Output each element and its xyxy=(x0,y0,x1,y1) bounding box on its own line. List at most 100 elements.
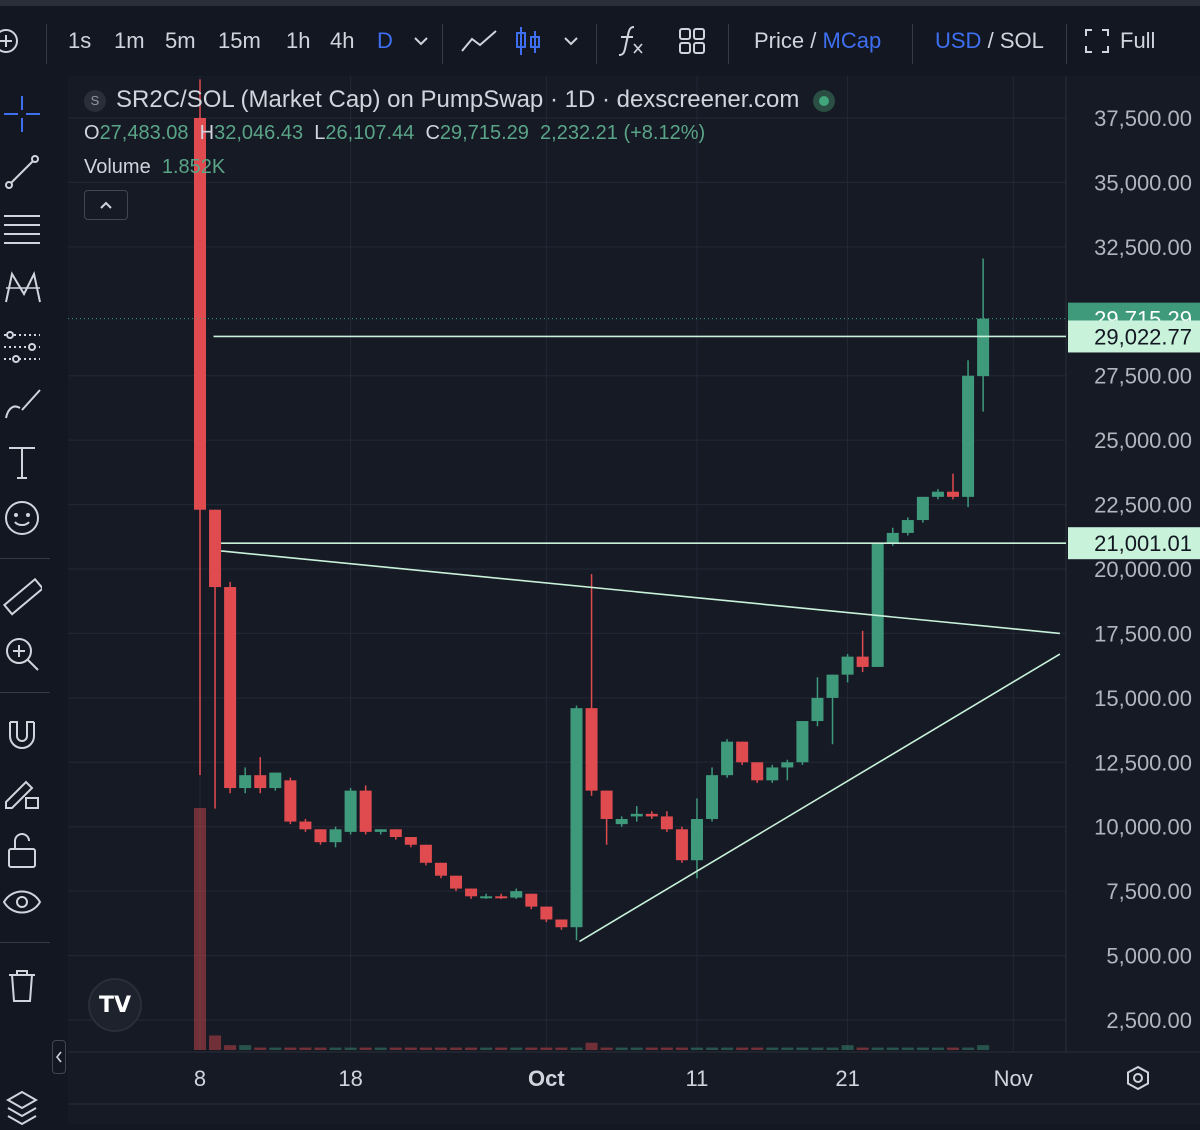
drawing-toolbar xyxy=(0,70,50,1126)
pencil-lock-icon xyxy=(5,780,39,809)
interval-4h[interactable]: 4h xyxy=(330,28,355,53)
ruler-icon xyxy=(2,578,42,616)
volume-bar xyxy=(856,1047,869,1050)
line-chart-button[interactable] xyxy=(460,12,498,70)
interval-dropdown[interactable] xyxy=(412,12,430,70)
volume-bar xyxy=(374,1047,387,1050)
y-tick-label: 17,500.00 xyxy=(1094,621,1192,646)
candle-body xyxy=(901,520,914,533)
chart-settings-button[interactable] xyxy=(1124,1064,1152,1092)
volume-bar xyxy=(751,1047,764,1050)
y-tick-label: 2,500.00 xyxy=(1106,1008,1192,1033)
y-tick-label: 20,000.00 xyxy=(1094,557,1192,582)
candle-body xyxy=(736,741,749,763)
close-value: 29,715.29 xyxy=(439,122,529,144)
visibility-tool[interactable] xyxy=(0,882,44,926)
x-tick-label: Oct xyxy=(528,1066,565,1091)
fib-tool[interactable] xyxy=(0,208,44,252)
separator-slash: / xyxy=(810,28,817,53)
candle-body xyxy=(570,708,583,928)
volume-bar xyxy=(314,1047,327,1050)
volume-bar xyxy=(736,1047,749,1050)
volume-bar xyxy=(284,1047,297,1050)
remove-drawings-tool[interactable] xyxy=(0,964,44,1008)
zoom-tool[interactable] xyxy=(0,632,44,676)
interval-d[interactable]: D xyxy=(377,28,393,53)
candle-body xyxy=(404,837,417,845)
measure-tool[interactable] xyxy=(0,576,44,620)
legend-collapse-button[interactable] xyxy=(84,190,128,220)
x-tick-label: 11 xyxy=(686,1066,709,1091)
toolbar-collapse-button[interactable] xyxy=(52,1040,66,1074)
candle-body xyxy=(962,375,975,497)
currency-toggle[interactable]: USD / SOL xyxy=(935,12,1044,70)
fullscreen-button[interactable]: Full xyxy=(1084,12,1155,70)
candle-body xyxy=(540,906,553,920)
tradingview-logo[interactable]: TV xyxy=(88,978,142,1032)
y-tick-label: 25,000.00 xyxy=(1094,428,1192,453)
y-tick-label: 10,000.00 xyxy=(1094,815,1192,840)
candle-body xyxy=(751,762,764,781)
candles-button[interactable] xyxy=(514,12,542,70)
candle-body xyxy=(510,891,523,898)
chart-title: SR2C/SOL (Market Cap) on PumpSwap · 1D ·… xyxy=(116,86,800,113)
candle-body xyxy=(856,656,869,667)
top-toolbar: 1s 1m 5m 15m 1h 4h D Price / MCap USD / … xyxy=(0,0,1200,70)
y-tick-label: 7,500.00 xyxy=(1106,879,1192,904)
add-indicator-button[interactable] xyxy=(0,12,22,70)
volume-bar xyxy=(660,1047,673,1050)
interval-15m[interactable]: 15m xyxy=(218,28,261,53)
eye-icon xyxy=(2,890,42,914)
volume-bar xyxy=(781,1047,794,1050)
text-tool[interactable] xyxy=(0,440,44,484)
x-tick-label: 8 xyxy=(194,1066,206,1091)
candle-body xyxy=(811,697,824,722)
volume-label: Volume xyxy=(84,156,151,178)
candle-body xyxy=(269,772,282,789)
layouts-button[interactable] xyxy=(678,12,706,70)
lock-all-tool[interactable] xyxy=(0,828,44,872)
chart-legend: S SR2C/SOL (Market Cap) on PumpSwap · 1D … xyxy=(84,86,836,114)
indicators-button[interactable] xyxy=(616,12,646,70)
trend-line xyxy=(579,653,1061,943)
emoji-tool[interactable] xyxy=(0,496,44,540)
chart-panel[interactable] xyxy=(68,76,1200,1124)
brush-tool[interactable] xyxy=(0,382,44,426)
candle-body xyxy=(374,829,387,832)
chart-type-dropdown[interactable] xyxy=(562,12,580,70)
plus-circle-icon xyxy=(0,29,18,53)
trash-icon xyxy=(9,970,35,1002)
unlock-icon xyxy=(8,833,36,868)
toolbar-divider xyxy=(46,24,47,64)
volume-bar xyxy=(495,1047,508,1050)
crosshair-tool[interactable] xyxy=(0,92,44,136)
trend-line-tool[interactable] xyxy=(0,150,44,194)
volume-bar xyxy=(269,1047,282,1050)
price-mcap-toggle[interactable]: Price / MCap xyxy=(754,12,881,70)
candle-body xyxy=(675,829,688,861)
symbol-icon: S xyxy=(84,89,106,112)
volume-bar xyxy=(766,1047,779,1050)
volume-bar xyxy=(826,1047,839,1050)
volume-bar xyxy=(239,1045,252,1050)
candle-body xyxy=(389,829,402,838)
candle-body xyxy=(284,780,297,822)
candle-body xyxy=(495,896,508,899)
volume-bar xyxy=(690,1047,703,1050)
interval-1s[interactable]: 1s xyxy=(68,28,92,53)
interval-1m[interactable]: 1m xyxy=(114,28,145,53)
price-badge xyxy=(1068,527,1200,560)
volume-bar xyxy=(585,1042,598,1050)
volume-bar xyxy=(600,1047,613,1050)
interval-1h[interactable]: 1h xyxy=(286,28,311,53)
forecast-tool[interactable] xyxy=(0,324,44,368)
candle-body xyxy=(359,790,372,832)
candle-body xyxy=(525,893,538,907)
lock-drawing-tool[interactable] xyxy=(0,770,44,814)
magnet-tool[interactable] xyxy=(0,712,44,756)
smiley-icon xyxy=(5,501,39,535)
interval-5m[interactable]: 5m xyxy=(165,28,196,53)
pattern-tool[interactable] xyxy=(0,266,44,310)
y-tick-label: 22,500.00 xyxy=(1094,493,1192,518)
